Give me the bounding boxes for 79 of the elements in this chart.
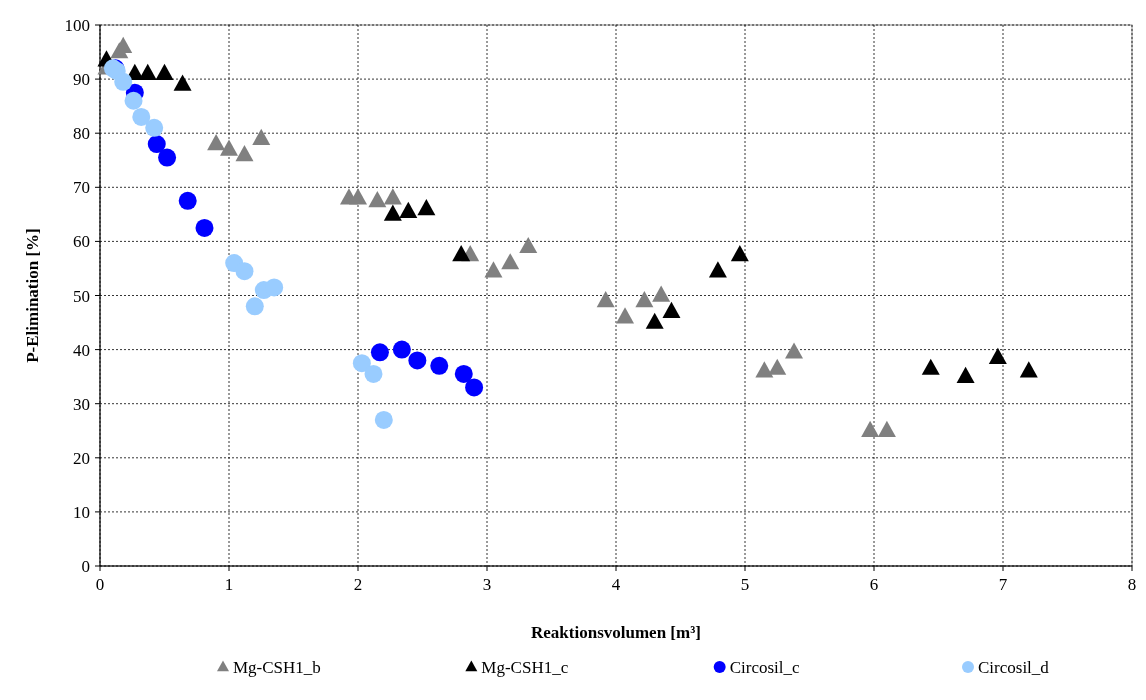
point	[616, 307, 635, 324]
point	[158, 148, 177, 167]
point	[399, 201, 418, 218]
point	[465, 378, 484, 397]
point	[921, 358, 940, 375]
point	[124, 91, 143, 110]
point	[454, 364, 473, 383]
point	[501, 253, 520, 270]
point	[430, 356, 449, 375]
point	[114, 72, 133, 91]
point	[519, 236, 538, 254]
point	[484, 261, 503, 278]
point	[265, 278, 284, 297]
point	[252, 128, 271, 145]
point	[452, 245, 471, 262]
point	[132, 107, 151, 126]
x-tick-label: 6	[869, 575, 879, 594]
x-axis-title: Reaktionsvolumen [m³]	[531, 623, 701, 642]
x-tick-label: 4	[611, 575, 621, 594]
point	[235, 144, 254, 162]
point	[147, 135, 166, 154]
point	[768, 358, 787, 375]
y-tick-label: 20	[73, 448, 90, 468]
y-tick-label: 30	[73, 394, 90, 414]
x-tick-label: 3	[482, 575, 492, 594]
point	[352, 354, 371, 373]
x-tick-label: 1	[224, 575, 234, 594]
x-tick-label: 8	[1127, 575, 1137, 594]
point	[245, 297, 264, 316]
point	[392, 340, 411, 359]
y-tick-label: 90	[73, 70, 90, 90]
y-tick-label: 100	[64, 16, 90, 35]
point	[374, 410, 393, 429]
point	[785, 342, 804, 359]
point	[207, 134, 226, 151]
y-tick-label: 40	[73, 340, 90, 360]
point	[155, 63, 174, 80]
point	[220, 139, 238, 156]
y-tick-label: 80	[73, 124, 90, 144]
point	[635, 291, 654, 308]
point	[861, 420, 880, 438]
point	[877, 420, 896, 438]
legend-label: Mg-CSH1_b	[233, 658, 321, 677]
point	[730, 245, 749, 262]
point	[370, 343, 389, 362]
point	[178, 191, 197, 210]
point	[988, 347, 1007, 365]
point	[708, 261, 727, 278]
point	[368, 190, 387, 208]
point	[173, 74, 192, 91]
x-tick-label: 7	[998, 575, 1008, 594]
point	[349, 188, 367, 205]
point	[755, 361, 774, 378]
point	[956, 366, 975, 383]
point	[652, 285, 671, 302]
y-axis-title: P-Elimination [%]	[23, 228, 42, 363]
point	[1019, 361, 1038, 378]
point	[645, 312, 664, 329]
y-tick-label: 50	[73, 286, 90, 306]
point	[662, 301, 681, 319]
point	[596, 291, 615, 308]
y-tick-label: 60	[73, 232, 90, 252]
y-tick-label: 70	[73, 178, 90, 198]
y-tick-label: 0	[81, 557, 90, 576]
x-tick-label: 5	[740, 575, 750, 594]
legend-label: Circosil_d	[978, 658, 1050, 677]
y-tick-label: 10	[73, 502, 90, 522]
point	[235, 262, 254, 281]
point	[417, 199, 436, 216]
legend-label: Circosil_c	[729, 658, 800, 677]
point	[364, 364, 383, 383]
point	[195, 218, 214, 237]
x-tick-label: 0	[95, 575, 105, 594]
point	[383, 204, 402, 221]
x-tick-label: 2	[353, 575, 363, 594]
point	[408, 351, 427, 370]
legend-label: Mg-CSH1_c	[481, 658, 569, 677]
point	[145, 118, 164, 137]
point	[383, 188, 402, 205]
